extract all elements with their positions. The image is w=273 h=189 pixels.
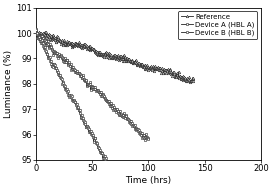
Reference <box>34 29 37 32</box>
Reference <box>190 80 193 82</box>
Reference <box>192 80 195 82</box>
Device A (HBL A) <box>133 124 136 126</box>
Device A (HBL A) <box>34 28 37 30</box>
Device B (HBL B) <box>39 40 42 43</box>
Device B (HBL B) <box>42 45 45 47</box>
Device A (HBL A) <box>65 59 68 61</box>
Reference <box>127 58 130 61</box>
Device B (HBL B) <box>103 158 107 160</box>
Reference <box>118 58 121 60</box>
Reference <box>185 77 188 80</box>
Line: Device A (HBL A): Device A (HBL A) <box>35 28 150 141</box>
Legend: Reference, Device A (HBL A), Device B (HBL B): Reference, Device A (HBL A), Device B (H… <box>178 11 257 39</box>
Reference <box>107 54 110 56</box>
Device A (HBL A) <box>147 138 150 140</box>
Device B (HBL B) <box>37 36 40 38</box>
Device B (HBL B) <box>35 32 38 34</box>
Device B (HBL B) <box>47 56 51 58</box>
Device B (HBL B) <box>69 95 73 98</box>
Y-axis label: Luminance (%): Luminance (%) <box>4 50 13 118</box>
X-axis label: Time (hrs): Time (hrs) <box>125 176 171 185</box>
Device A (HBL A) <box>144 138 147 141</box>
Device A (HBL A) <box>94 89 98 92</box>
Device B (HBL B) <box>104 157 107 159</box>
Reference <box>189 81 192 83</box>
Line: Reference: Reference <box>35 29 195 83</box>
Line: Device B (HBL B): Device B (HBL B) <box>35 31 107 160</box>
Reference <box>76 44 79 46</box>
Device A (HBL A) <box>135 128 138 130</box>
Device B (HBL B) <box>64 84 67 87</box>
Device A (HBL A) <box>129 123 133 125</box>
Device B (HBL B) <box>34 32 37 35</box>
Device A (HBL A) <box>67 62 70 65</box>
